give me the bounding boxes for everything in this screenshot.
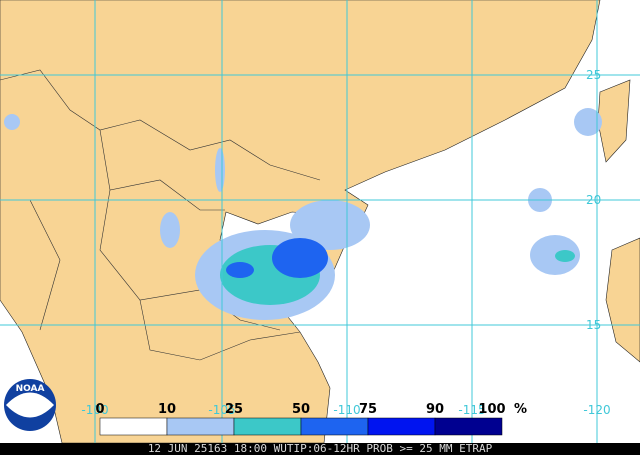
legend-label: 90	[426, 402, 444, 417]
rain-area	[555, 250, 575, 262]
rain-area	[574, 108, 602, 136]
legend-swatch	[367, 417, 436, 436]
lat-label: 25	[586, 68, 601, 82]
legend-label: 10	[158, 402, 176, 417]
lon-label: -105	[208, 403, 235, 417]
logo-text: NOAA	[16, 384, 45, 394]
legend-swatch	[166, 417, 235, 436]
rain-area	[290, 200, 370, 250]
rain-area	[215, 148, 225, 192]
lon-label: -115	[458, 403, 485, 417]
graticule: 25 20 15 -100 -105 -110 -115 -120	[0, 0, 640, 443]
legend-swatch	[300, 417, 369, 436]
lon-label: -110	[333, 403, 360, 417]
lat-label: 15	[586, 318, 601, 332]
legend-label: 0	[95, 402, 104, 417]
legend-label: 100	[478, 402, 505, 417]
legend-label: 25	[225, 402, 243, 417]
logo-wave	[6, 392, 54, 418]
footer-bar	[0, 443, 640, 455]
lon-label: -100	[81, 403, 108, 417]
footer-text: 12 JUN 25163 18:00 WUTIP:06-12HR PROB >=…	[148, 442, 493, 455]
borders	[0, 69, 321, 361]
legend-unit: %	[514, 402, 527, 417]
lat-label: 20	[586, 193, 601, 207]
legend: 0 10 25 50 75 90 100%	[95, 402, 527, 436]
legend-swatch	[99, 417, 168, 436]
rain-area	[226, 262, 254, 278]
legend-label: 75	[359, 402, 377, 417]
legend-swatch	[233, 417, 302, 436]
rain-area	[160, 212, 180, 248]
rain-area	[530, 235, 580, 275]
legend-swatch	[434, 417, 503, 436]
lon-label: -120	[583, 403, 610, 417]
noaa-logo: NOAA	[4, 379, 56, 431]
rain-area	[4, 114, 20, 130]
legend-label: 50	[292, 402, 310, 417]
rain-area	[272, 238, 328, 278]
rain-areas	[4, 108, 602, 320]
